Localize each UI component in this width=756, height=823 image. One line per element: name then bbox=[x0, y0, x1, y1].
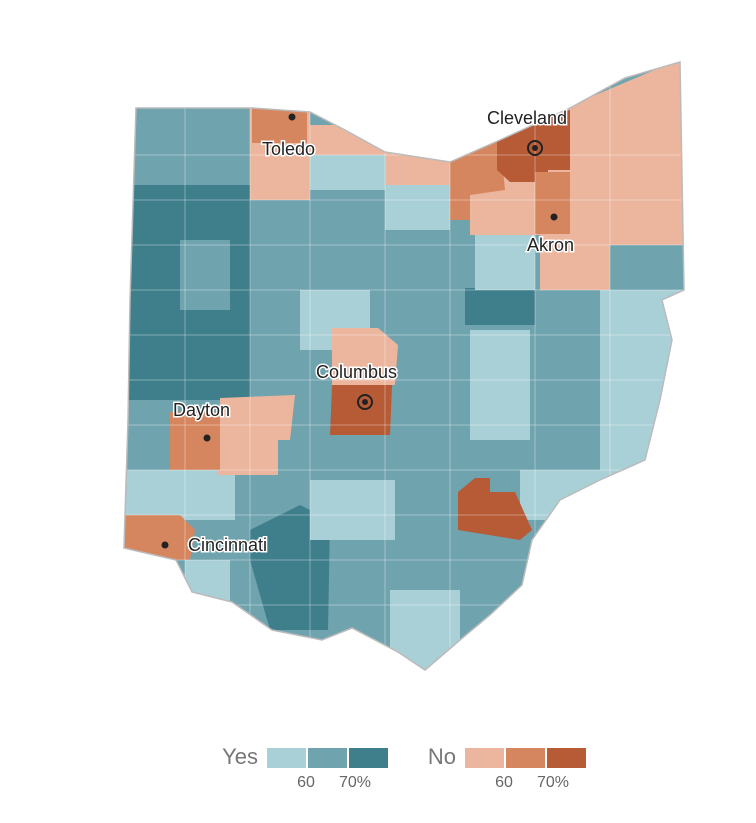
county-fill bbox=[124, 515, 195, 560]
county-fill bbox=[218, 395, 295, 475]
county-fill bbox=[310, 125, 385, 155]
counties bbox=[124, 62, 684, 670]
county-fill bbox=[185, 560, 230, 610]
city-label: Cleveland bbox=[487, 108, 567, 128]
city-dot bbox=[550, 213, 558, 221]
county-fill bbox=[470, 62, 684, 290]
city-dot bbox=[362, 399, 368, 405]
county-fill bbox=[465, 288, 535, 325]
legend-swatch bbox=[267, 748, 306, 768]
county-fill bbox=[310, 480, 395, 540]
county-fill bbox=[535, 172, 570, 234]
capital-ring bbox=[357, 394, 373, 410]
legend-swatch bbox=[349, 748, 388, 768]
city-dot bbox=[203, 434, 211, 442]
county-fill bbox=[330, 385, 392, 435]
city-label: Cincinnati bbox=[188, 535, 267, 555]
county-fill bbox=[124, 470, 235, 520]
city-label: Dayton bbox=[173, 400, 230, 420]
legend-title: No bbox=[428, 744, 456, 769]
city-label: Toledo bbox=[262, 139, 315, 159]
county-fill bbox=[310, 150, 385, 190]
legend-tick-label: 60 bbox=[495, 774, 513, 791]
legend-tick-label: 70% bbox=[339, 774, 371, 791]
city-dot bbox=[288, 113, 296, 121]
county-fill bbox=[520, 470, 630, 520]
legend-tick-label: 70% bbox=[537, 774, 569, 791]
legend-title: Yes bbox=[222, 744, 258, 769]
city-label: Akron bbox=[527, 235, 574, 255]
legend-swatch bbox=[465, 748, 504, 768]
county-fill bbox=[332, 328, 398, 385]
county-fill bbox=[170, 412, 220, 470]
city-dot bbox=[532, 145, 538, 151]
legend-swatch bbox=[308, 748, 347, 768]
county-fill bbox=[385, 180, 450, 230]
city-label: Columbus bbox=[316, 362, 397, 382]
legend-swatch bbox=[506, 748, 545, 768]
legend-tick-label: 60 bbox=[297, 774, 315, 791]
city-dot bbox=[161, 541, 169, 549]
capital-ring bbox=[527, 140, 543, 156]
legend: Yes 60 70% No 60 70% bbox=[222, 744, 586, 791]
county-fill bbox=[470, 330, 530, 440]
county-fill bbox=[458, 478, 532, 540]
city-markers bbox=[161, 113, 558, 549]
county-fill bbox=[450, 140, 505, 220]
county-fill bbox=[180, 240, 230, 310]
county-fill bbox=[475, 235, 535, 290]
legend-swatch bbox=[547, 748, 586, 768]
